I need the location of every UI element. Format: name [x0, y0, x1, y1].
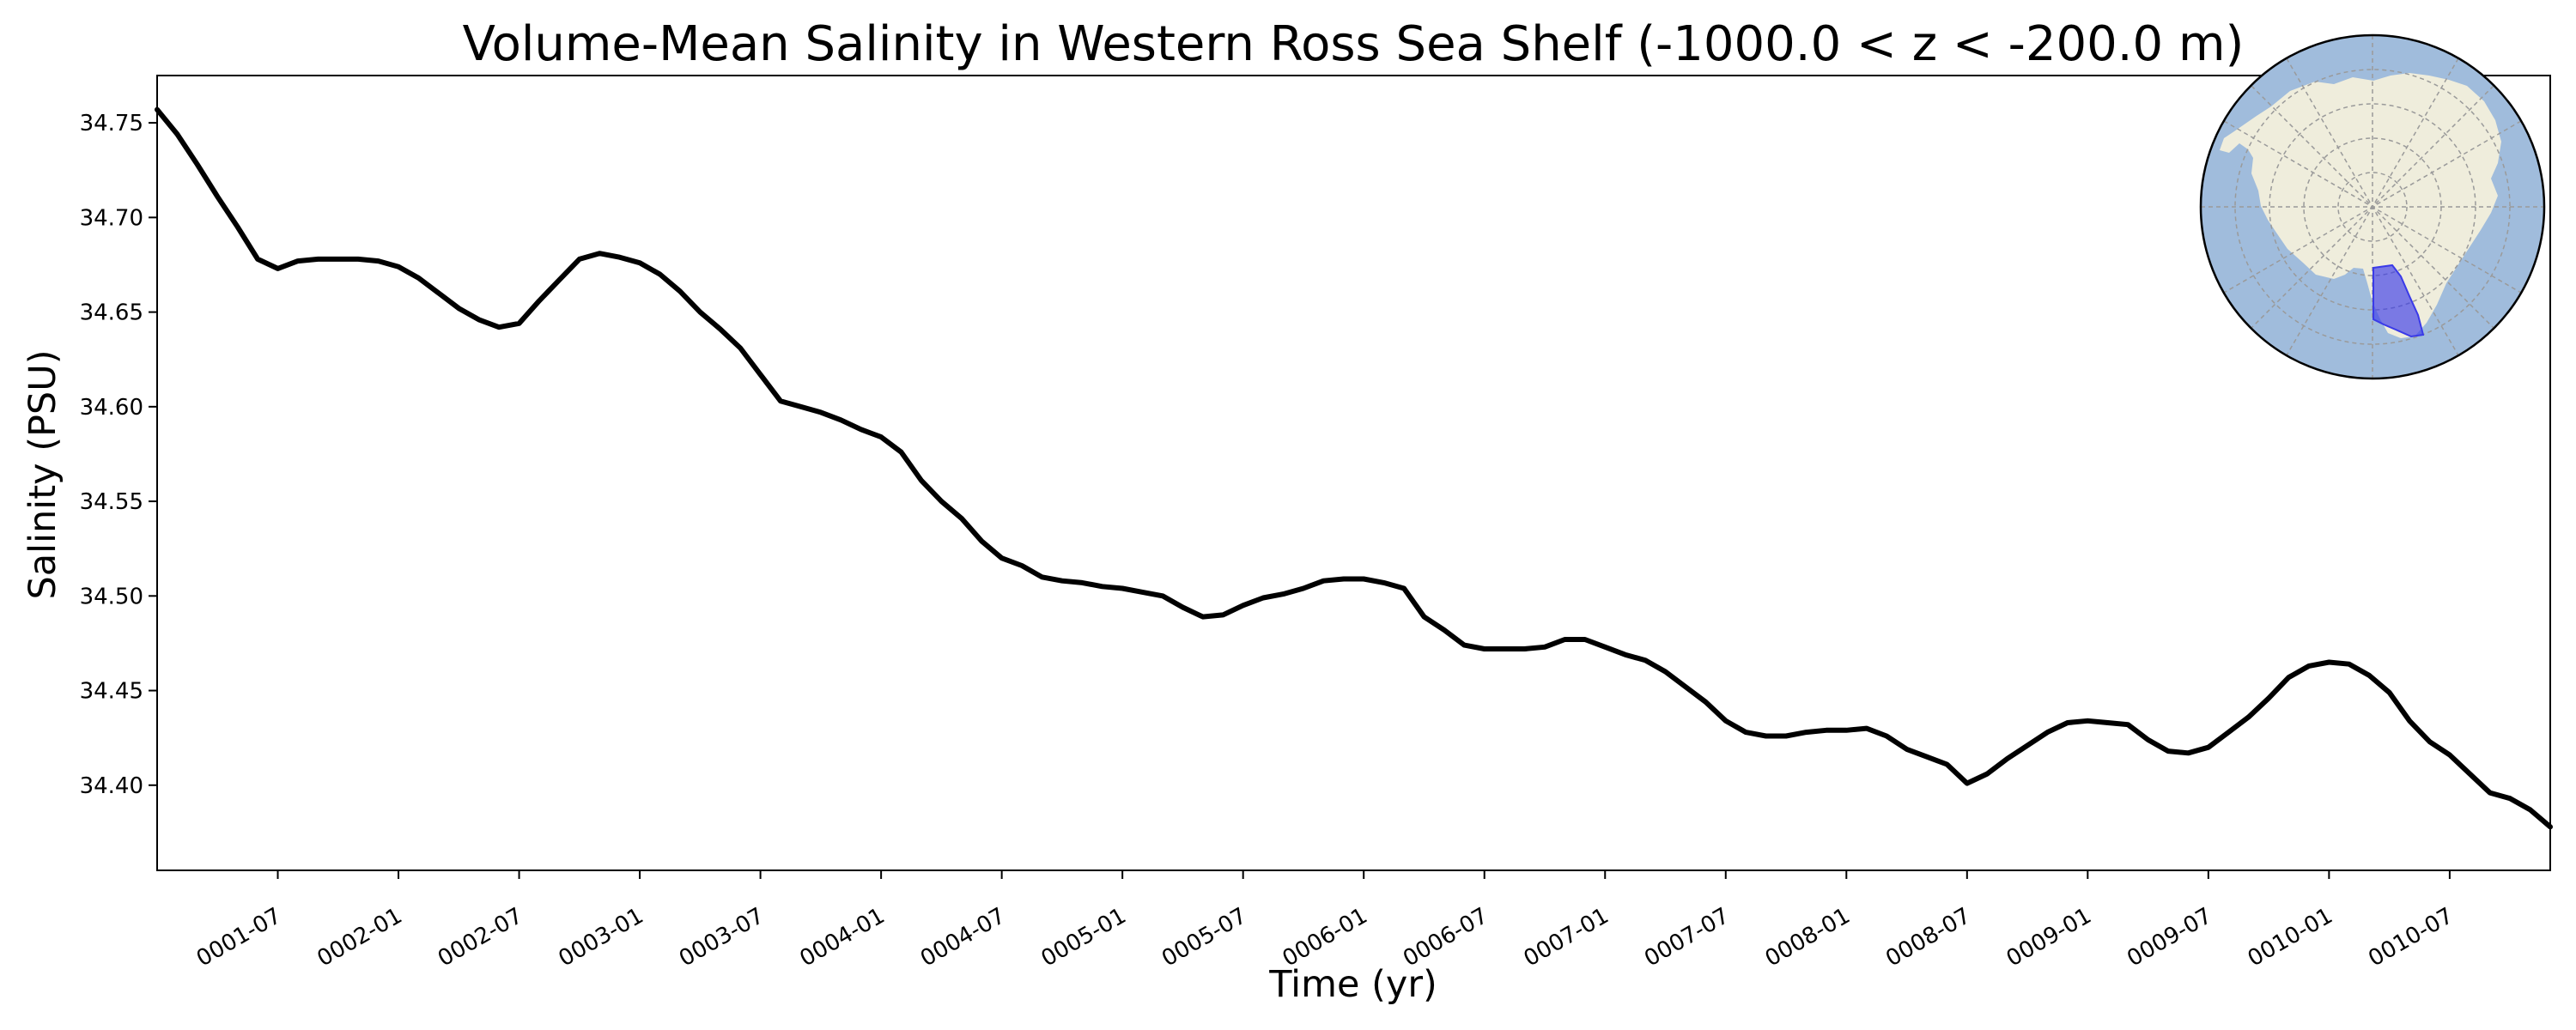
- x-tick-label: 0005-07: [1157, 903, 1251, 972]
- y-axis: 34.40 34.45 34.50 34.55 34.60 34.65 34.70 34.75: [80, 111, 157, 799]
- x-tick-label: 0010-07: [2364, 903, 2458, 972]
- x-tick-label: 0008-01: [1761, 903, 1855, 972]
- x-tick-label: 0004-07: [916, 903, 1010, 972]
- x-tick-label: 0007-01: [1520, 903, 1613, 972]
- x-tick-label: 0002-01: [313, 903, 406, 972]
- y-tick-label: 34.60: [80, 395, 143, 421]
- map-antarctica: [2220, 73, 2501, 338]
- x-tick-label: 0004-01: [796, 903, 890, 972]
- y-tick-label: 34.55: [80, 489, 143, 515]
- x-axis-label: Time (yr): [1268, 963, 1437, 1006]
- x-tick-label: 0006-01: [1279, 903, 1372, 972]
- x-tick-label: 0008-07: [1881, 903, 1975, 972]
- x-tick-label: 0002-07: [434, 903, 527, 972]
- map-border: [2199, 33, 2546, 380]
- x-tick-label: 0003-07: [675, 903, 769, 972]
- x-tick-label: 0005-01: [1037, 903, 1131, 972]
- y-tick-label: 34.40: [80, 773, 143, 799]
- map-graticule: [2201, 35, 2544, 379]
- chart-title: Volume-Mean Salinity in Western Ross Sea…: [463, 16, 2245, 72]
- y-tick-label: 34.45: [80, 679, 143, 705]
- y-axis-label: Salinity (PSU): [21, 350, 64, 600]
- series-line: [155, 106, 2553, 830]
- y-tick-label: 34.75: [80, 111, 143, 136]
- x-tick-label: 0001-07: [192, 903, 286, 972]
- x-tick-label: 0006-07: [1399, 903, 1492, 972]
- x-tick-label: 0010-01: [2244, 903, 2337, 972]
- x-tick-label: 0003-01: [554, 903, 647, 972]
- x-tick-label: 0009-01: [2002, 903, 2096, 972]
- x-tick-label: 0007-07: [1640, 903, 1734, 972]
- map-western-ross-region: [2372, 264, 2425, 338]
- x-tick-label: 0009-07: [2123, 903, 2216, 972]
- x-axis: 0001-07 0002-01 0002-07 0003-01 0003-07 0004-…: [192, 870, 2458, 972]
- y-tick-label: 34.70: [80, 205, 143, 231]
- y-tick-label: 34.50: [80, 584, 143, 609]
- inset-map: [2199, 33, 2546, 380]
- plot-area: [156, 75, 2551, 871]
- y-tick-label: 34.65: [80, 300, 143, 326]
